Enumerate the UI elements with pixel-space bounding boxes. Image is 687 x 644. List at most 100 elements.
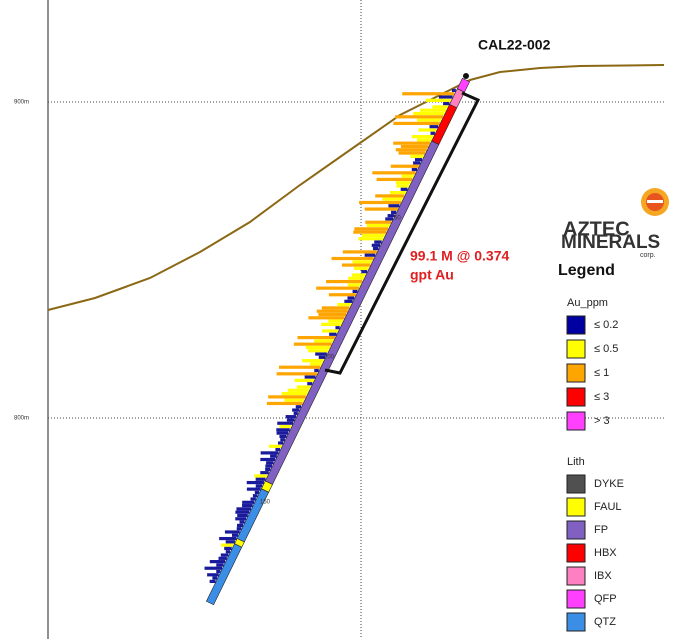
assay-bar xyxy=(375,194,405,198)
assay-bar xyxy=(364,207,398,211)
assay-bar xyxy=(308,349,329,353)
assay-bar xyxy=(276,372,318,376)
assay-bar xyxy=(364,253,376,257)
assay-bar xyxy=(224,546,232,551)
assay-bar xyxy=(438,95,453,99)
assay-bar xyxy=(246,480,264,485)
assay-bar xyxy=(309,362,323,366)
legend-swatch xyxy=(566,566,586,586)
assay-bar xyxy=(318,355,326,359)
assay-bar xyxy=(398,151,426,155)
assay-bar xyxy=(352,260,373,264)
assay-bar xyxy=(268,395,306,399)
legend-label: ≤ 0.2 xyxy=(594,319,618,331)
legend-swatch xyxy=(566,339,586,359)
assay-bar xyxy=(219,536,237,541)
assay-bar xyxy=(216,563,224,567)
assay-bar xyxy=(308,316,345,320)
legend-swatch xyxy=(566,497,586,517)
assay-bar xyxy=(293,342,332,346)
assay-bar xyxy=(314,368,319,373)
assay-bar xyxy=(395,115,443,119)
assay-histogram xyxy=(204,88,456,584)
assay-bar xyxy=(280,438,285,442)
assay-bar xyxy=(322,329,339,333)
assay-bar xyxy=(353,266,369,270)
assay-bar xyxy=(224,530,240,534)
assay-bar xyxy=(239,520,245,524)
assay-bar xyxy=(413,111,445,116)
assay-bar xyxy=(372,171,416,175)
assay-bar xyxy=(374,240,382,244)
assay-bar xyxy=(451,88,456,93)
legend-label: IBX xyxy=(594,570,612,582)
assay-bar xyxy=(207,573,219,577)
legend-swatch xyxy=(566,474,586,494)
depth-label: 150 xyxy=(260,500,271,506)
assay-bar xyxy=(365,220,392,224)
assay-bar xyxy=(418,128,437,132)
assay-bar xyxy=(297,335,335,340)
intercept-text: gpt Au xyxy=(410,267,454,283)
legend: ≤ 0.2 ≤ 0.5 ≤ 1 ≤ 3 > 3 DYKE FAUL FP HBX IBX QFP QT… xyxy=(566,315,624,632)
assay-bar xyxy=(411,167,418,172)
assay-bar xyxy=(361,270,368,274)
assay-bar xyxy=(347,296,355,300)
assay-bar xyxy=(295,405,302,409)
legend-label: > 3 xyxy=(594,415,610,427)
assay-bar xyxy=(236,507,252,511)
assay-bar xyxy=(402,92,455,96)
assay-bar xyxy=(382,197,403,201)
legend-label: ≤ 3 xyxy=(594,391,609,403)
assay-bar xyxy=(236,527,242,531)
assay-bar xyxy=(307,382,313,386)
assay-bar xyxy=(429,125,439,129)
assay-bar xyxy=(328,293,356,297)
intercept-text: 99.1 M @ 0.374 xyxy=(410,248,509,264)
assay-bar xyxy=(337,303,352,307)
assay-bar xyxy=(321,322,342,326)
assay-bar xyxy=(315,352,327,356)
assay-bar xyxy=(279,365,321,369)
legend-label: ≤ 0.5 xyxy=(594,343,618,355)
legend-heading: Lith xyxy=(567,456,585,468)
legend-swatch xyxy=(566,387,586,407)
assay-bar xyxy=(279,424,292,429)
assay-bar xyxy=(393,141,431,145)
assay-bar xyxy=(204,566,223,570)
logo-text: AZTEC xyxy=(563,218,630,240)
elevation-label: 900m xyxy=(14,100,29,106)
assay-bar xyxy=(372,247,379,251)
assay-bar xyxy=(316,286,360,290)
assay-bar xyxy=(388,204,400,208)
intercept-bracket xyxy=(324,91,481,375)
legend-swatch xyxy=(566,315,586,335)
assay-bar xyxy=(331,256,374,261)
logo-text: corp. xyxy=(640,252,656,259)
assay-bar xyxy=(250,497,256,501)
assay-bar xyxy=(225,550,231,554)
assay-bar xyxy=(209,579,216,584)
assay-bar xyxy=(413,161,421,165)
assay-bar xyxy=(351,273,366,277)
legend-heading: Au_ppm xyxy=(567,297,608,309)
assay-bar xyxy=(425,98,452,102)
assay-bar xyxy=(225,540,235,544)
assay-bar xyxy=(242,504,253,508)
assay-bar xyxy=(265,467,271,471)
assay-bar xyxy=(265,464,273,468)
legend-title: Legend xyxy=(558,262,615,279)
assay-bar xyxy=(326,279,363,284)
assay-bar xyxy=(314,339,334,343)
lith-interval xyxy=(206,543,243,606)
legend-label: ≤ 1 xyxy=(594,367,609,379)
assay-bar xyxy=(266,401,303,406)
assay-bar xyxy=(268,444,282,448)
assay-bar xyxy=(284,398,305,402)
assay-bar xyxy=(252,494,258,498)
legend-label: DYKE xyxy=(594,478,624,490)
assay-bar xyxy=(432,105,448,109)
legend-swatch xyxy=(566,411,586,431)
assay-bar xyxy=(218,556,227,560)
assay-bar xyxy=(277,441,284,445)
